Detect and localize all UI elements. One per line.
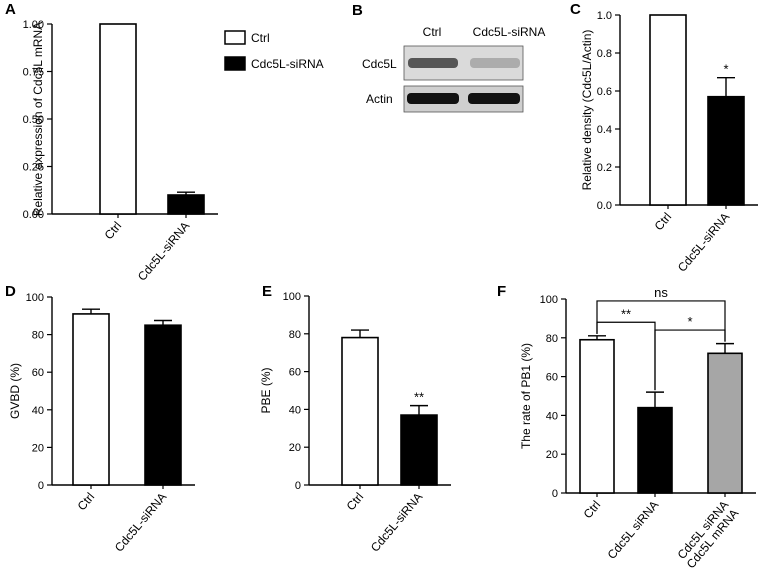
y-tick-label: 100 bbox=[283, 291, 301, 303]
y-tick-label: 0.0 bbox=[597, 200, 612, 212]
bar-1 bbox=[167, 194, 205, 215]
panel-letter-e: E bbox=[262, 283, 272, 300]
category-label: Cdc5L-siRNA bbox=[368, 490, 425, 555]
panel-letter-a: A bbox=[5, 1, 16, 18]
y-tick-label: 80 bbox=[546, 333, 558, 345]
panel-letter-b: B bbox=[352, 2, 363, 19]
blot-band-actin-ctrl bbox=[407, 93, 459, 104]
y-tick-label: 20 bbox=[289, 442, 301, 454]
blot-band-actin-sirna bbox=[468, 93, 520, 104]
y-tick-label: 80 bbox=[32, 330, 44, 342]
y-tick-label: 60 bbox=[546, 372, 558, 384]
panel-letter-c: C bbox=[570, 1, 581, 18]
y-tick-label: 0.6 bbox=[597, 86, 612, 98]
y-tick-label: 1.00 bbox=[23, 19, 44, 31]
blot-row-label-actin: Actin bbox=[366, 92, 393, 106]
y-axis-label: GVBD (%) bbox=[8, 363, 22, 419]
category-label: Cdc5L siRNA+ Cdc5L mRNA bbox=[667, 498, 741, 569]
y-tick-label: 0.2 bbox=[597, 162, 612, 174]
bar-1 bbox=[144, 324, 182, 486]
category-label: Ctrl bbox=[344, 490, 367, 513]
y-tick-label: 60 bbox=[289, 367, 301, 379]
bar-0 bbox=[649, 14, 687, 206]
bar-0 bbox=[99, 23, 137, 215]
legend: Ctrl Cdc5L-siRNA bbox=[224, 30, 324, 71]
y-tick-label: 0.00 bbox=[23, 209, 44, 221]
y-tick-label: 0.4 bbox=[597, 124, 612, 136]
bar-0 bbox=[579, 338, 615, 494]
y-tick-label: 60 bbox=[32, 367, 44, 379]
bar-1 bbox=[400, 414, 438, 486]
blot-band-cdc5l-sirna bbox=[470, 58, 520, 68]
bar-1 bbox=[707, 95, 745, 206]
significance-marker: ** bbox=[414, 390, 424, 405]
category-label: Ctrl bbox=[652, 210, 675, 233]
y-tick-label: 0.8 bbox=[597, 48, 612, 60]
panel-letter-f: F bbox=[497, 283, 506, 300]
y-tick-label: 20 bbox=[32, 442, 44, 454]
legend-label-sirna: Cdc5L-siRNA bbox=[251, 57, 324, 71]
blot-row-label-cdc5l: Cdc5L bbox=[362, 57, 397, 71]
bar-2 bbox=[707, 352, 743, 494]
blot-lane-label-sirna: Cdc5L-siRNA bbox=[473, 25, 546, 39]
category-label: Cdc5L siRNA bbox=[605, 498, 662, 562]
y-tick-label: 20 bbox=[546, 449, 558, 461]
y-tick-label: 0 bbox=[38, 480, 44, 492]
panel-letter-d: D bbox=[5, 283, 16, 300]
blot-lane-label-ctrl: Ctrl bbox=[423, 25, 442, 39]
category-label: Ctrl bbox=[75, 490, 98, 513]
blot-band-cdc5l-ctrl bbox=[408, 58, 458, 68]
legend-swatch-sirna bbox=[224, 56, 246, 71]
y-tick-label: 0.25 bbox=[23, 162, 44, 174]
bar-0 bbox=[341, 336, 379, 486]
y-axis-label: The rate of PB1 (%) bbox=[519, 343, 533, 449]
significance-marker: * bbox=[723, 62, 728, 77]
western-blot-panel: B Ctrl Cdc5L-siRNA Cdc5L Actin bbox=[352, 2, 546, 113]
y-tick-label: 0.50 bbox=[23, 114, 44, 126]
legend-swatch-ctrl bbox=[224, 30, 246, 45]
y-tick-label: 0 bbox=[295, 480, 301, 492]
category-label: Cdc5L-siRNA bbox=[112, 490, 169, 555]
y-tick-label: 100 bbox=[540, 294, 558, 306]
y-tick-label: 40 bbox=[32, 405, 44, 417]
y-tick-label: 1.0 bbox=[597, 10, 612, 22]
chart-d: D 0 20 40 60 80 100 GVBD (%) Ctrl Cdc5L-siRNA bbox=[5, 283, 195, 555]
y-tick-label: 0.75 bbox=[23, 67, 44, 79]
y-tick-label: 80 bbox=[289, 329, 301, 341]
y-tick-label: 100 bbox=[26, 292, 44, 304]
y-axis-label: PBE (%) bbox=[259, 367, 273, 413]
chart-e: E 0 20 40 60 80 100 PBE (%) Ctrl Cdc5L-siRNA ** bbox=[259, 283, 451, 555]
comparison-bracket bbox=[596, 300, 726, 342]
y-tick-label: 40 bbox=[546, 410, 558, 422]
comparison-label: ** bbox=[621, 306, 631, 321]
category-label: Ctrl bbox=[581, 498, 604, 521]
bar-0 bbox=[72, 313, 110, 486]
y-axis-label: Relative expression of Cdc5L mRNA bbox=[31, 22, 45, 216]
category-label: Cdc5L-siRNA bbox=[675, 210, 732, 275]
category-label: Ctrl bbox=[102, 219, 125, 242]
comparison-label: ns bbox=[654, 285, 668, 300]
legend-label-ctrl: Ctrl bbox=[251, 31, 270, 45]
y-axis-label: Relative density (Cdc5L/Actin) bbox=[580, 30, 594, 191]
bar-1 bbox=[637, 406, 673, 494]
comparison-label: * bbox=[687, 314, 692, 329]
y-tick-label: 40 bbox=[289, 404, 301, 416]
y-tick-label: 0 bbox=[552, 488, 558, 500]
category-label: Cdc5L-siRNA bbox=[135, 219, 192, 284]
